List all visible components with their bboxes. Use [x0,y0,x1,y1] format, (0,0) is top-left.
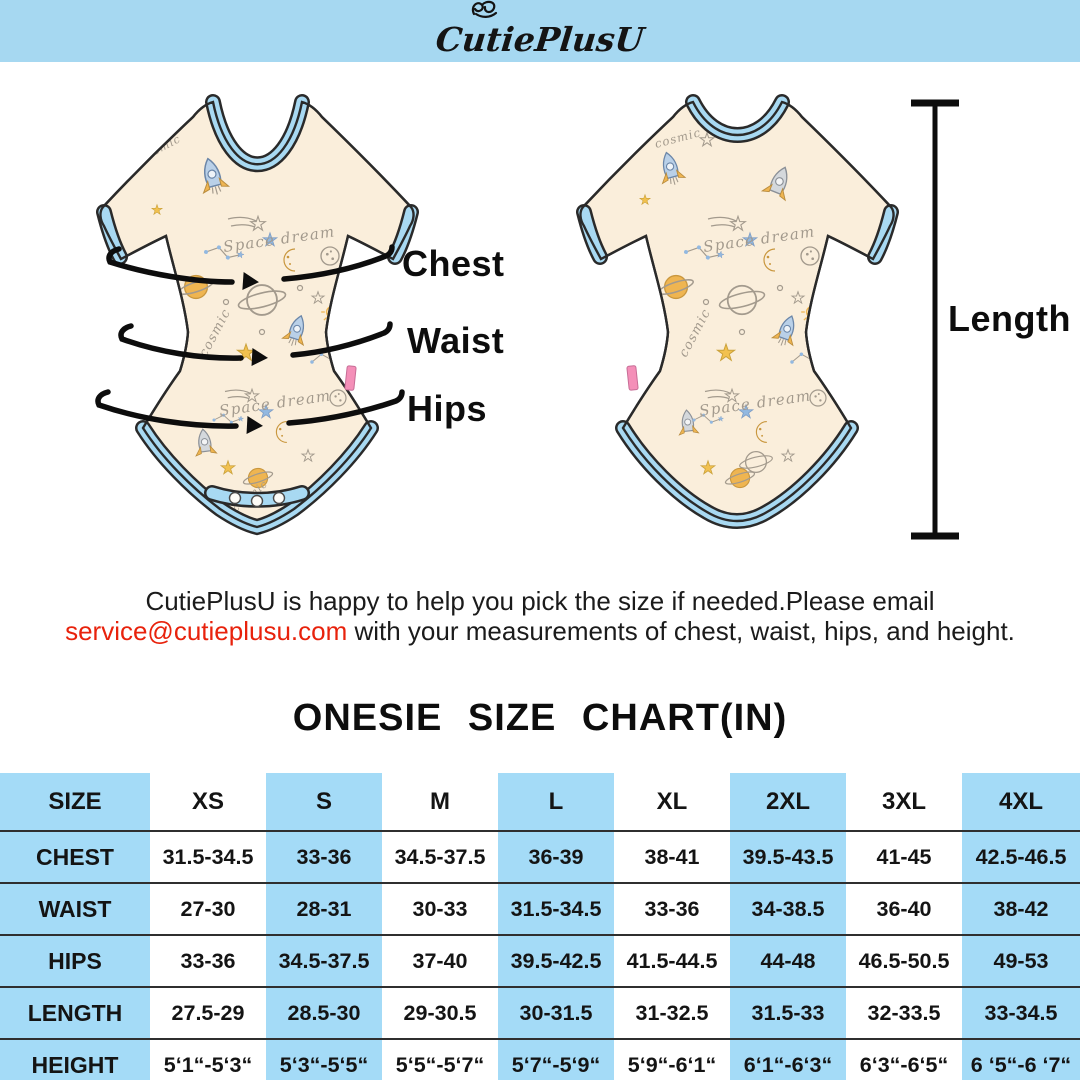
table-header-row: SIZE XS S M L XL 2XL 3XL 4XL [0,773,1080,831]
table-cell: 28-31 [266,882,382,935]
table-cell: 30-31.5 [498,986,614,1039]
chest-arrow [106,244,395,290]
column-header-m: M [430,787,450,815]
side-tag [344,365,357,391]
table-row-hips: HIPS 33-36 34.5-37.5 37-40 39.5-42.5 41.… [0,934,1080,987]
table-cell: 31-32.5 [614,986,730,1039]
column-header-2xl: 2XL [730,773,846,831]
column-header-l: L [498,773,614,831]
help-line-1: CutiePlusU is happy to help you pick the… [145,586,935,616]
help-line-2: service@cutieplusu.com with your measure… [0,616,1080,646]
measurement-diagram: cosmic Space dream [95,94,959,540]
column-header-s: S [266,773,382,831]
table-cell: 38-41 [614,830,730,883]
table-cell: 36-40 [846,882,962,935]
table-cell: 49-53 [962,934,1080,987]
table-cell: 34-38.5 [730,882,846,935]
snap-button [272,491,286,505]
front-onesie-illustration [96,94,419,536]
column-header-xl: XL [656,787,688,815]
column-header-4xl: 4XL [962,773,1080,831]
snap-button [250,494,264,508]
table-cell: 6‘3“-6‘5“ [846,1038,962,1080]
table-cell: 36-39 [498,830,614,883]
table-cell: 5‘7“-5‘9“ [498,1038,614,1080]
table-cell: 33-36 [150,934,266,987]
snap-button [228,491,242,505]
row-label-length: LENGTH [0,986,150,1039]
size-help-text: CutiePlusU is happy to help you pick the… [0,586,1080,646]
column-header-xs: XS [191,787,224,815]
waist-arrow [118,321,393,366]
table-cell: 39.5-42.5 [498,934,614,987]
table-cell: 33-36 [614,882,730,935]
table-cell: 6 ‘5“-6 ‘7“ [962,1038,1080,1080]
row-label-chest: CHEST [0,830,150,883]
hips-arrow [95,389,405,434]
table-row-chest: CHEST 31.5-34.5 33-36 34.5-37.5 36-39 38… [0,830,1080,883]
table-cell: 41-45 [846,830,962,883]
table-row-height: HEIGHT 5‘1“-5‘3“ 5‘3“-5‘5“ 5‘5“-5‘7“ 5‘7… [0,1038,1080,1080]
table-cell: 33-36 [266,830,382,883]
hips-label: Hips [407,388,488,429]
table-row-waist: WAIST 27-30 28-31 30-33 31.5-34.5 33-36 … [0,882,1080,935]
table-cell: 46.5-50.5 [846,934,962,987]
table-row-length: LENGTH 27.5-29 28.5-30 29-30.5 30-31.5 3… [0,986,1080,1039]
table-cell: 39.5-43.5 [730,830,846,883]
table-cell: 34.5-37.5 [382,830,498,883]
row-label-hips: HIPS [0,934,150,987]
brand-logo: CutiePlusU [426,0,654,65]
table-cell: 5‘3“-5‘5“ [266,1038,382,1080]
table-cell: 44-48 [730,934,846,987]
help-line-2-rest: with your measurements of chest, waist, … [347,616,1015,646]
table-cell: 41.5-44.5 [614,934,730,987]
row-label-waist: WAIST [0,882,150,935]
size-chart-title: ONESIE SIZE CHART(IN) [292,697,788,739]
brand-logo-text: CutiePlusU [434,20,646,59]
size-chart-table: SIZE XS S M L XL 2XL 3XL 4XL CHEST 31.5-… [0,773,1080,1080]
table-cell: 33-34.5 [962,986,1080,1039]
table-cell: 29-30.5 [382,986,498,1039]
table-cell: 31.5-34.5 [498,882,614,935]
table-cell: 42.5-46.5 [962,830,1080,883]
table-cell: 27.5-29 [150,986,266,1039]
table-cell: 28.5-30 [266,986,382,1039]
table-cell: 5‘5“-5‘7“ [382,1038,498,1080]
table-cell: 5‘1“-5‘3“ [150,1038,266,1080]
length-measure-line [911,99,959,540]
table-cell: 6‘1“-6‘3“ [730,1038,846,1080]
column-header-size: SIZE [0,773,150,831]
table-cell: 34.5-37.5 [266,934,382,987]
side-tag [626,365,639,391]
table-cell: 31.5-33 [730,986,846,1039]
table-cell: 32-33.5 [846,986,962,1039]
table-cell: 30-33 [382,882,498,935]
table-cell: 31.5-34.5 [150,830,266,883]
brand-header: CutiePlusU [0,0,1080,62]
waist-label: Waist [407,320,505,361]
table-cell: 38-42 [962,882,1080,935]
length-label: Length [948,298,1071,339]
table-cell: 5‘9“-6‘1“ [614,1038,730,1080]
table-cell: 27-30 [150,882,266,935]
service-email-link[interactable]: service@cutieplusu.com [65,616,348,646]
column-header-3xl: 3XL [881,787,926,815]
ribbon-flourish-icon [472,0,498,18]
row-label-height: HEIGHT [0,1038,150,1080]
table-cell: 37-40 [382,934,498,987]
back-onesie-illustration [576,94,899,530]
chest-label: Chest [402,243,505,284]
